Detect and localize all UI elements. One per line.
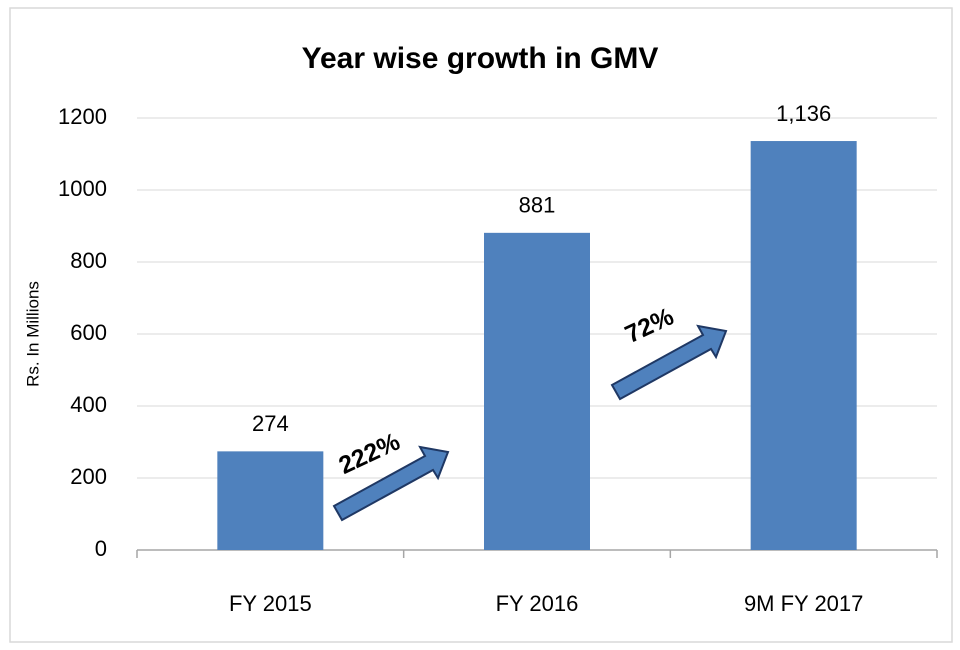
y-tick-label: 400 xyxy=(70,392,107,417)
bar xyxy=(217,451,324,550)
bar xyxy=(484,232,590,550)
value-label: 1,136 xyxy=(776,101,831,126)
y-tick-label: 1200 xyxy=(58,104,107,129)
y-tick-label: 200 xyxy=(70,464,107,489)
x-tick-label: 9M FY 2017 xyxy=(744,591,863,616)
growth-arrow xyxy=(332,445,450,522)
plot-area: 0 200 400 600 800 1000 1200 FY 2015 274 FY 2016 88… xyxy=(58,101,938,616)
value-label: 274 xyxy=(252,411,289,436)
x-tick-label: FY 2016 xyxy=(496,591,579,616)
y-axis-label: Rs. In Millions xyxy=(23,281,42,387)
y-tick-label: 1000 xyxy=(58,176,107,201)
value-label: 881 xyxy=(519,193,556,218)
bar xyxy=(750,141,857,551)
y-tick-label: 0 xyxy=(95,536,107,561)
x-tick-label: FY 2015 xyxy=(229,591,312,616)
y-tick-label: 800 xyxy=(70,248,107,273)
y-tick-label: 600 xyxy=(70,320,107,345)
chart-title: Year wise growth in GMV xyxy=(302,42,659,75)
growth-arrow xyxy=(610,324,728,401)
